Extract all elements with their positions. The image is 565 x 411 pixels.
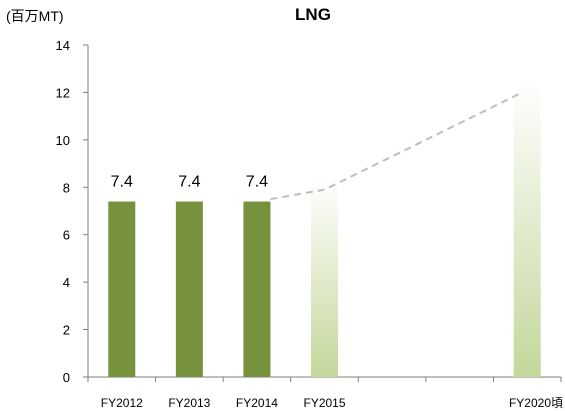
y-tick-label: 12	[56, 85, 70, 100]
bar	[108, 201, 136, 377]
y-tick-label: 2	[63, 323, 70, 338]
x-axis: FY2012 FY2013 FY2014 FY2015 FY2020頃	[87, 376, 563, 410]
x-tick-label: FY2013	[168, 396, 210, 410]
y-tick-label: 8	[63, 180, 70, 195]
y-tick-label: 4	[63, 275, 70, 290]
projected-bar	[311, 180, 338, 377]
y-tick-label: 10	[56, 133, 70, 148]
x-tick-label: FY2020頃	[509, 396, 563, 410]
x-tick-label: FY2014	[236, 396, 278, 410]
trend-dashed-line	[270, 91, 523, 201]
y-tick-label: 6	[63, 228, 70, 243]
y-axis: 0 2 4 6 8 10 12 14	[56, 38, 89, 385]
x-tick-label: FY2012	[101, 396, 143, 410]
trend-line	[270, 91, 523, 201]
x-tick-label: FY2015	[303, 396, 345, 410]
unit-label: (百万MT)	[6, 8, 64, 24]
bars	[108, 80, 541, 378]
bar	[175, 201, 203, 377]
y-tick-label: 0	[63, 370, 70, 385]
y-tick-label: 14	[56, 38, 70, 53]
bar	[243, 201, 271, 377]
chart-title: LNG	[295, 5, 331, 24]
data-label: 7.4	[111, 174, 133, 191]
data-labels: 7.4 7.4 7.4	[111, 174, 268, 191]
data-label: 7.4	[246, 174, 268, 191]
projected-bar	[513, 80, 541, 378]
data-label: 7.4	[178, 174, 200, 191]
